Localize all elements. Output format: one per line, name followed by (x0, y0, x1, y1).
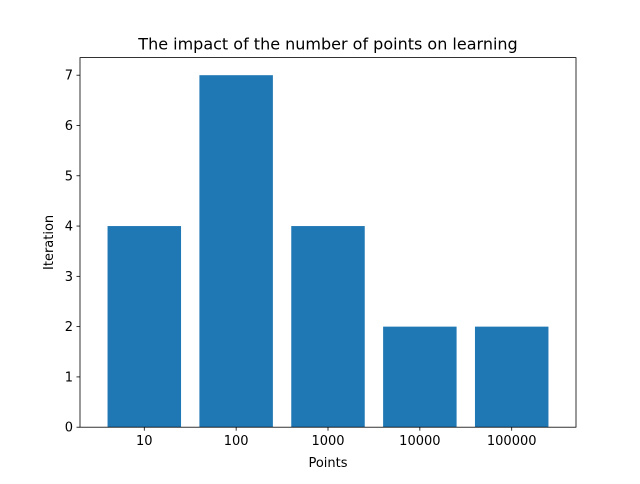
y-tick-label: 4 (65, 220, 73, 235)
bar-10 (107, 226, 182, 428)
x-tick-label: 10000 (399, 434, 440, 449)
x-tick-label: 1000 (311, 434, 344, 449)
x-axis-ticks: 10 100 1000 10000 100000 (136, 427, 537, 449)
y-tick-label: 1 (65, 370, 73, 385)
bar-1000 (291, 226, 365, 428)
plot-frame (79, 57, 577, 428)
y-axis-ticks: 0 1 2 3 4 5 6 7 (65, 69, 80, 436)
y-axis-label: Iteration (42, 215, 57, 270)
y-tick-label: 7 (65, 69, 73, 84)
y-tick-label: 5 (65, 169, 73, 184)
y-tick-label: 6 (65, 119, 73, 134)
y-tick-label: 0 (65, 421, 73, 436)
bar-10000 (383, 326, 457, 428)
x-tick-label: 10 (136, 434, 153, 449)
x-tick-label: 100000 (487, 434, 537, 449)
bar-100000 (474, 326, 549, 428)
bar-100 (199, 75, 273, 428)
chart-title: The impact of the number of points on le… (137, 35, 517, 54)
x-axis-label: Points (308, 456, 347, 471)
y-tick-label: 2 (65, 320, 73, 335)
y-tick-label: 3 (65, 270, 73, 285)
bars-layer (107, 75, 549, 428)
x-tick-label: 100 (224, 434, 249, 449)
